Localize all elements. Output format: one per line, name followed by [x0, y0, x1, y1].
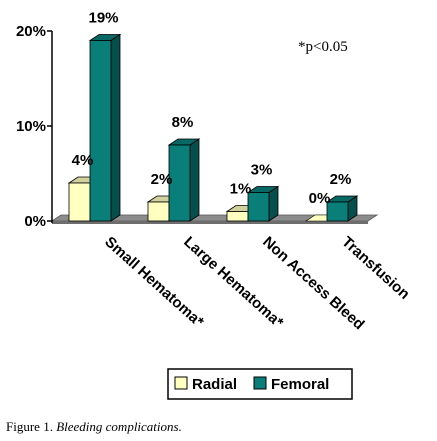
data-label-radial-4: 0% — [309, 190, 331, 207]
legend: Radial Femoral — [167, 368, 353, 400]
data-label-femoral-1: 19% — [88, 10, 118, 27]
data-label-femoral-2: 8% — [172, 114, 194, 131]
figure-caption: Figure 1. Bleeding complications. — [6, 419, 182, 435]
bar-femoral-4 — [325, 195, 359, 222]
bar-femoral-1 — [88, 33, 122, 222]
data-label-femoral-4: 2% — [330, 171, 352, 188]
bar-femoral-2 — [167, 138, 201, 222]
legend-swatch-radial — [174, 376, 188, 390]
y-tick-label: 20% — [16, 23, 46, 40]
legend-label-femoral: Femoral — [271, 376, 329, 393]
y-axis: 0% 10% 20% — [16, 23, 53, 230]
figure-number: Figure 1. — [6, 419, 53, 434]
bar-femoral-3 — [246, 185, 280, 222]
figure-caption-text: Bleeding complications. — [56, 419, 182, 434]
significance-note: *p<0.05 — [298, 39, 348, 55]
bar-group — [67, 33, 359, 222]
data-label-radial-2: 2% — [151, 171, 173, 188]
y-tick-label: 10% — [16, 118, 46, 135]
data-label-radial-3: 1% — [230, 181, 252, 198]
data-label-radial-1: 4% — [72, 152, 94, 169]
category-label-4: Transfusion — [338, 233, 413, 303]
legend-label-radial: Radial — [192, 376, 237, 393]
category-labels: Small Hematoma*Large Hematoma*Non Access… — [101, 233, 413, 333]
data-label-femoral-3: 3% — [251, 162, 273, 179]
data-labels: 4% 19% 2% 8% 1% 3% 0% 2% — [72, 10, 352, 208]
y-tick-label: 0% — [24, 213, 46, 230]
floor-front — [52, 221, 368, 224]
legend-swatch-femoral — [253, 376, 267, 390]
